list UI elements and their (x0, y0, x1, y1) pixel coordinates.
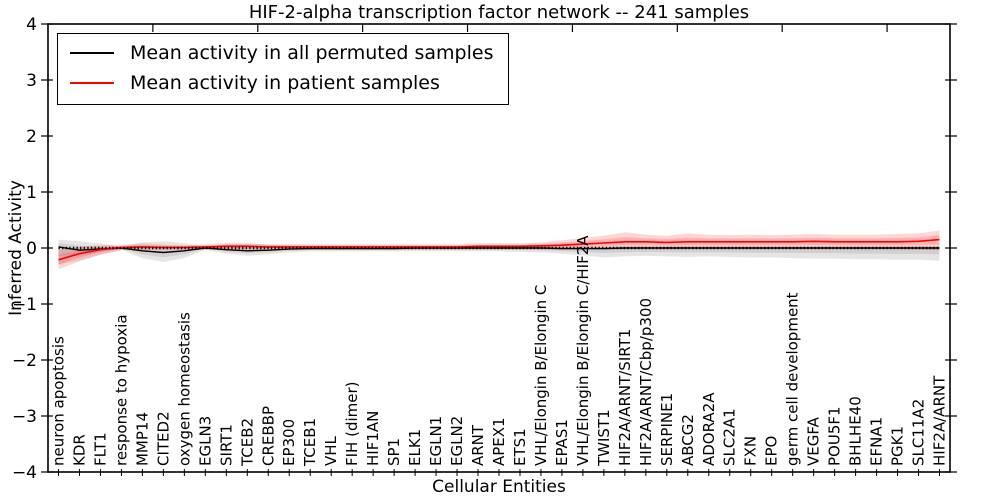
x-category-label: POU5F1 (826, 406, 844, 466)
x-category-label: CITED2 (154, 411, 172, 466)
y-tick-label: 0 (26, 239, 37, 259)
x-category-label: FIH (dimer) (343, 382, 361, 467)
x-category-label: EGLN3 (196, 416, 214, 466)
y-tick-label: −4 (12, 463, 37, 483)
y-tick-label: −2 (12, 351, 37, 371)
x-category-label: SIRT1 (217, 424, 235, 466)
x-category-label: oxygen homeostasis (175, 312, 193, 466)
x-category-label: CREBBP (259, 406, 277, 466)
x-category-label: EFNA1 (868, 417, 886, 466)
y-tick-label: 1 (26, 183, 37, 203)
x-category-label: EP300 (280, 419, 298, 466)
chart-title: HIF-2-alpha transcription factor network… (248, 2, 750, 23)
x-category-label: EGLN2 (448, 416, 466, 466)
legend: Mean activity in all permuted samples Me… (57, 33, 509, 105)
x-category-label: KDR (70, 434, 88, 466)
x-category-label: HIF1AN (364, 411, 382, 466)
x-category-label: SP1 (385, 438, 403, 466)
y-axis-label: Inferred Activity (6, 180, 26, 316)
x-category-label: SLC11A2 (910, 399, 928, 466)
x-category-label: VHL/Elongin B/Elongin C/HIF2A (574, 235, 592, 466)
permuted-line-swatch (70, 52, 114, 54)
legend-label-permuted: Mean activity in all permuted samples (130, 42, 494, 64)
x-category-label: SLC2A1 (721, 408, 739, 466)
x-category-label: VHL/Elongin B/Elongin C (532, 285, 550, 466)
permuted-mean-line (58, 246, 940, 254)
patient-mean-line (58, 238, 940, 261)
x-category-label: VHL (322, 435, 340, 466)
x-category-label: ABCG2 (679, 414, 697, 466)
x-category-label: HIF2A/ARNT/Cbp/p300 (637, 298, 655, 466)
patient-line-swatch (70, 82, 114, 84)
x-category-label: response to hypoxia (112, 314, 130, 466)
x-category-label: EGLN1 (427, 416, 445, 466)
y-tick-label: −1 (12, 295, 37, 315)
x-category-label: APEX1 (490, 417, 508, 466)
x-category-label: TCEB1 (301, 418, 319, 467)
x-category-label: germ cell development (784, 292, 802, 466)
y-tick-label: 3 (26, 71, 37, 91)
x-category-label: ARNT (469, 424, 487, 466)
x-category-label: HIF2A/ARNT (931, 375, 949, 466)
x-category-label: ADORA2A (700, 392, 718, 466)
y-tick-label: 4 (26, 15, 37, 35)
x-category-label: PGK1 (889, 426, 907, 466)
x-axis-label: Cellular Entities (432, 477, 566, 497)
x-category-label: ELK1 (406, 429, 424, 466)
x-category-label: TCEB2 (238, 418, 256, 467)
x-category-label: FLT1 (91, 432, 109, 466)
x-category-label: EPAS1 (553, 419, 571, 466)
x-category-label: MMP14 (133, 412, 151, 466)
x-category-label: neuron apoptosis (49, 336, 67, 466)
legend-label-patient: Mean activity in patient samples (130, 72, 440, 94)
x-category-label: FXN (742, 436, 760, 466)
x-category-label: HIF2A/ARNT/SIRT1 (616, 329, 634, 466)
permuted-samples-range-band-outer (58, 239, 940, 265)
x-category-label: BHLHE40 (847, 396, 865, 466)
x-category-label: VEGFA (805, 416, 823, 466)
y-tick-label: 2 (26, 127, 37, 147)
x-category-label: ETS1 (511, 428, 529, 466)
x-category-label: TWIST1 (595, 409, 613, 467)
legend-entry-permuted: Mean activity in all permuted samples (70, 42, 496, 64)
legend-entry-patient: Mean activity in patient samples (70, 72, 496, 94)
patient-samples-range-band-outer (58, 230, 940, 270)
y-tick-label: −3 (12, 407, 37, 427)
x-category-label: EPO (763, 436, 781, 466)
x-category-label: SERPINE1 (658, 393, 676, 466)
